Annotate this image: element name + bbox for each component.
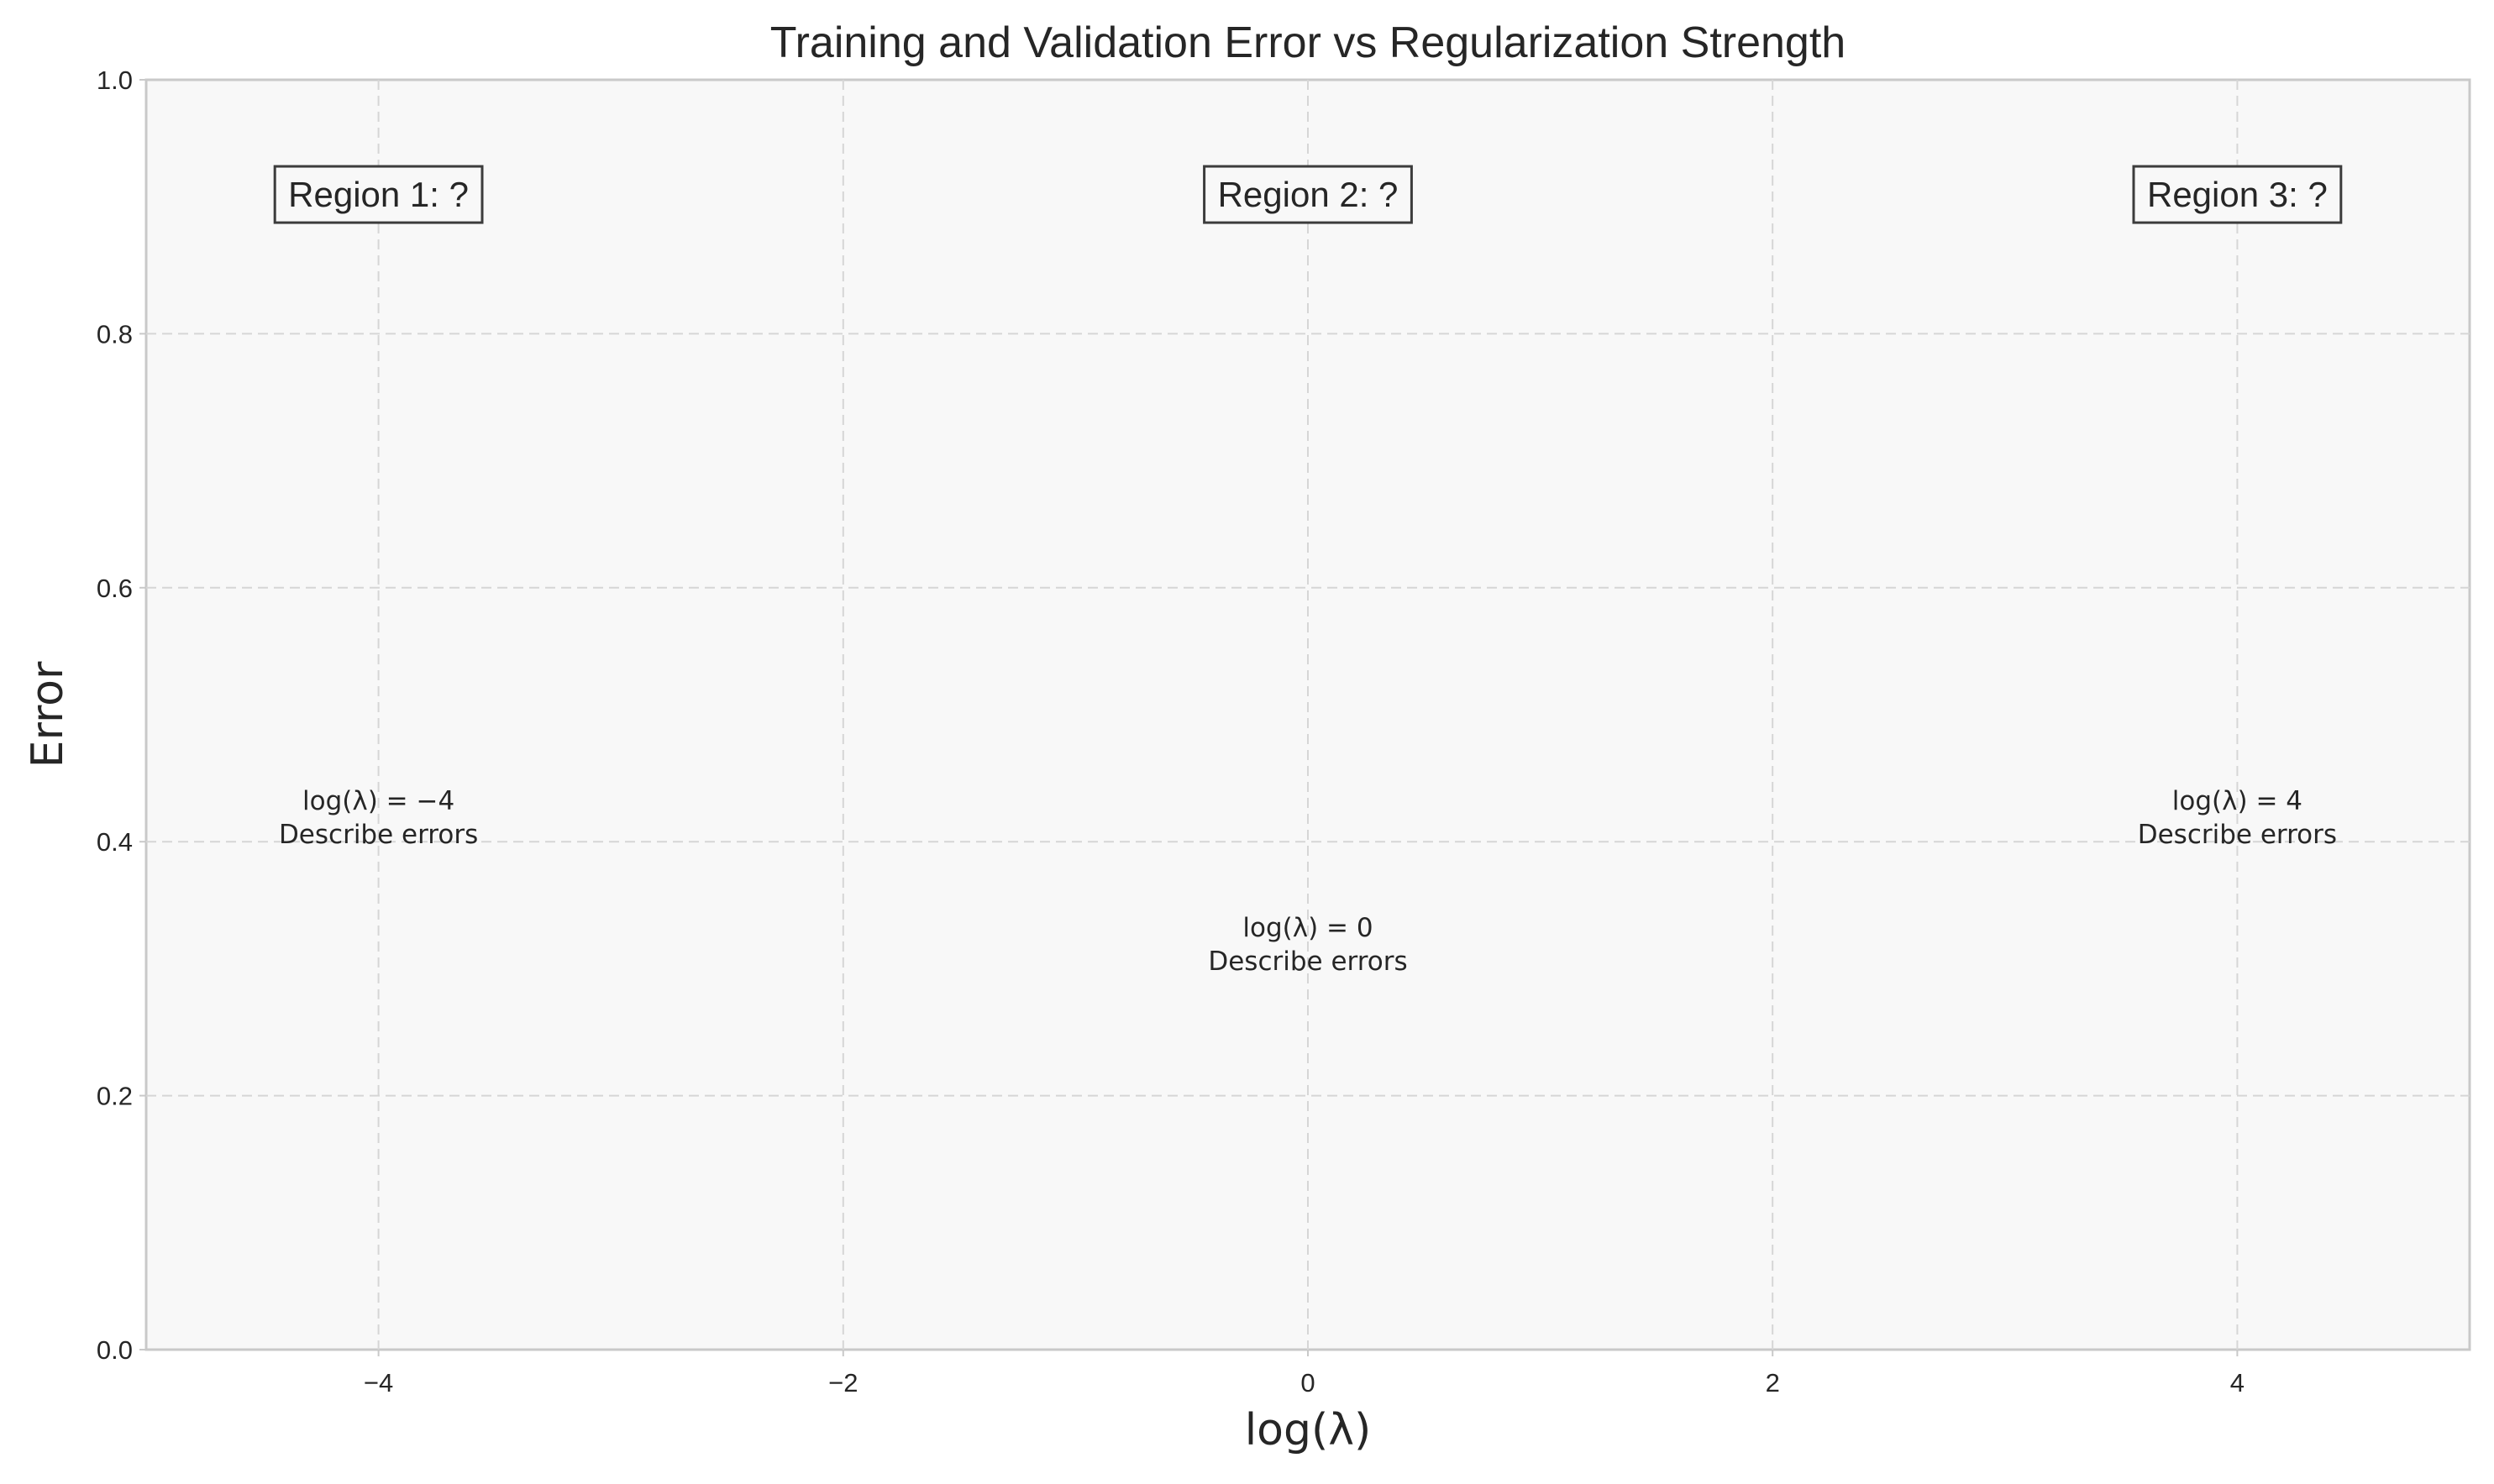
x-tick-label: −2 — [828, 1368, 858, 1397]
plot-area — [144, 78, 2471, 1351]
x-tick-label: −4 — [364, 1368, 393, 1397]
annotation-lambda-label: log(λ) = 4 — [2172, 786, 2302, 816]
grid — [146, 80, 2470, 1350]
x-tick-label: 2 — [1766, 1368, 1780, 1397]
y-tick-label: 1.0 — [97, 66, 133, 95]
region-labels: Region 1: ? Region 2: ? Region 3: ? — [273, 165, 2343, 224]
x-tick-label: 4 — [2230, 1368, 2245, 1397]
y-tick-label: 0.2 — [97, 1082, 133, 1111]
region-1-label: Region 1: ? — [273, 165, 484, 224]
region-2-label: Region 2: ? — [1203, 165, 1413, 224]
y-axis-label: Error — [23, 661, 73, 768]
y-tick-label: 0.6 — [97, 574, 133, 603]
region-label-box — [1203, 165, 1413, 224]
annotation-lambda-label: log(λ) = −4 — [302, 786, 454, 816]
region-label-text: Region 1: ? — [288, 175, 469, 214]
x-tick-label: 0 — [1300, 1368, 1315, 1397]
region-3-label: Region 3: ? — [2132, 165, 2343, 224]
annotation-lambda-label: log(λ) = 0 — [1242, 913, 1373, 943]
y-tick-label: 0.4 — [97, 827, 133, 857]
annotation-description: Describe errors — [279, 820, 478, 850]
annotation-3: log(λ) = 4 Describe errors — [2138, 786, 2337, 850]
annotation-description: Describe errors — [2138, 820, 2337, 850]
region-label-text: Region 2: ? — [1218, 175, 1399, 214]
region-label-text: Region 3: ? — [2147, 175, 2328, 214]
x-axis-label: log(λ) — [1245, 1405, 1372, 1455]
annotation-description: Describe errors — [1208, 947, 1407, 977]
region-label-box — [2132, 165, 2343, 224]
annotation-2: log(λ) = 0 Describe errors — [1208, 913, 1407, 977]
chart-title: Training and Validation Error vs Regular… — [770, 18, 1846, 67]
annotation-1: log(λ) = −4 Describe errors — [279, 786, 478, 850]
y-tick-label: 0.0 — [97, 1335, 133, 1365]
annotations: log(λ) = −4 Describe errors log(λ) = 0 Desc… — [279, 786, 2337, 977]
ticks: −4 −2 0 2 4 0.0 0.2 0.4 0.6 0.8 1.0 — [97, 66, 2245, 1397]
region-label-box — [273, 165, 484, 224]
y-tick-label: 0.8 — [97, 319, 133, 349]
